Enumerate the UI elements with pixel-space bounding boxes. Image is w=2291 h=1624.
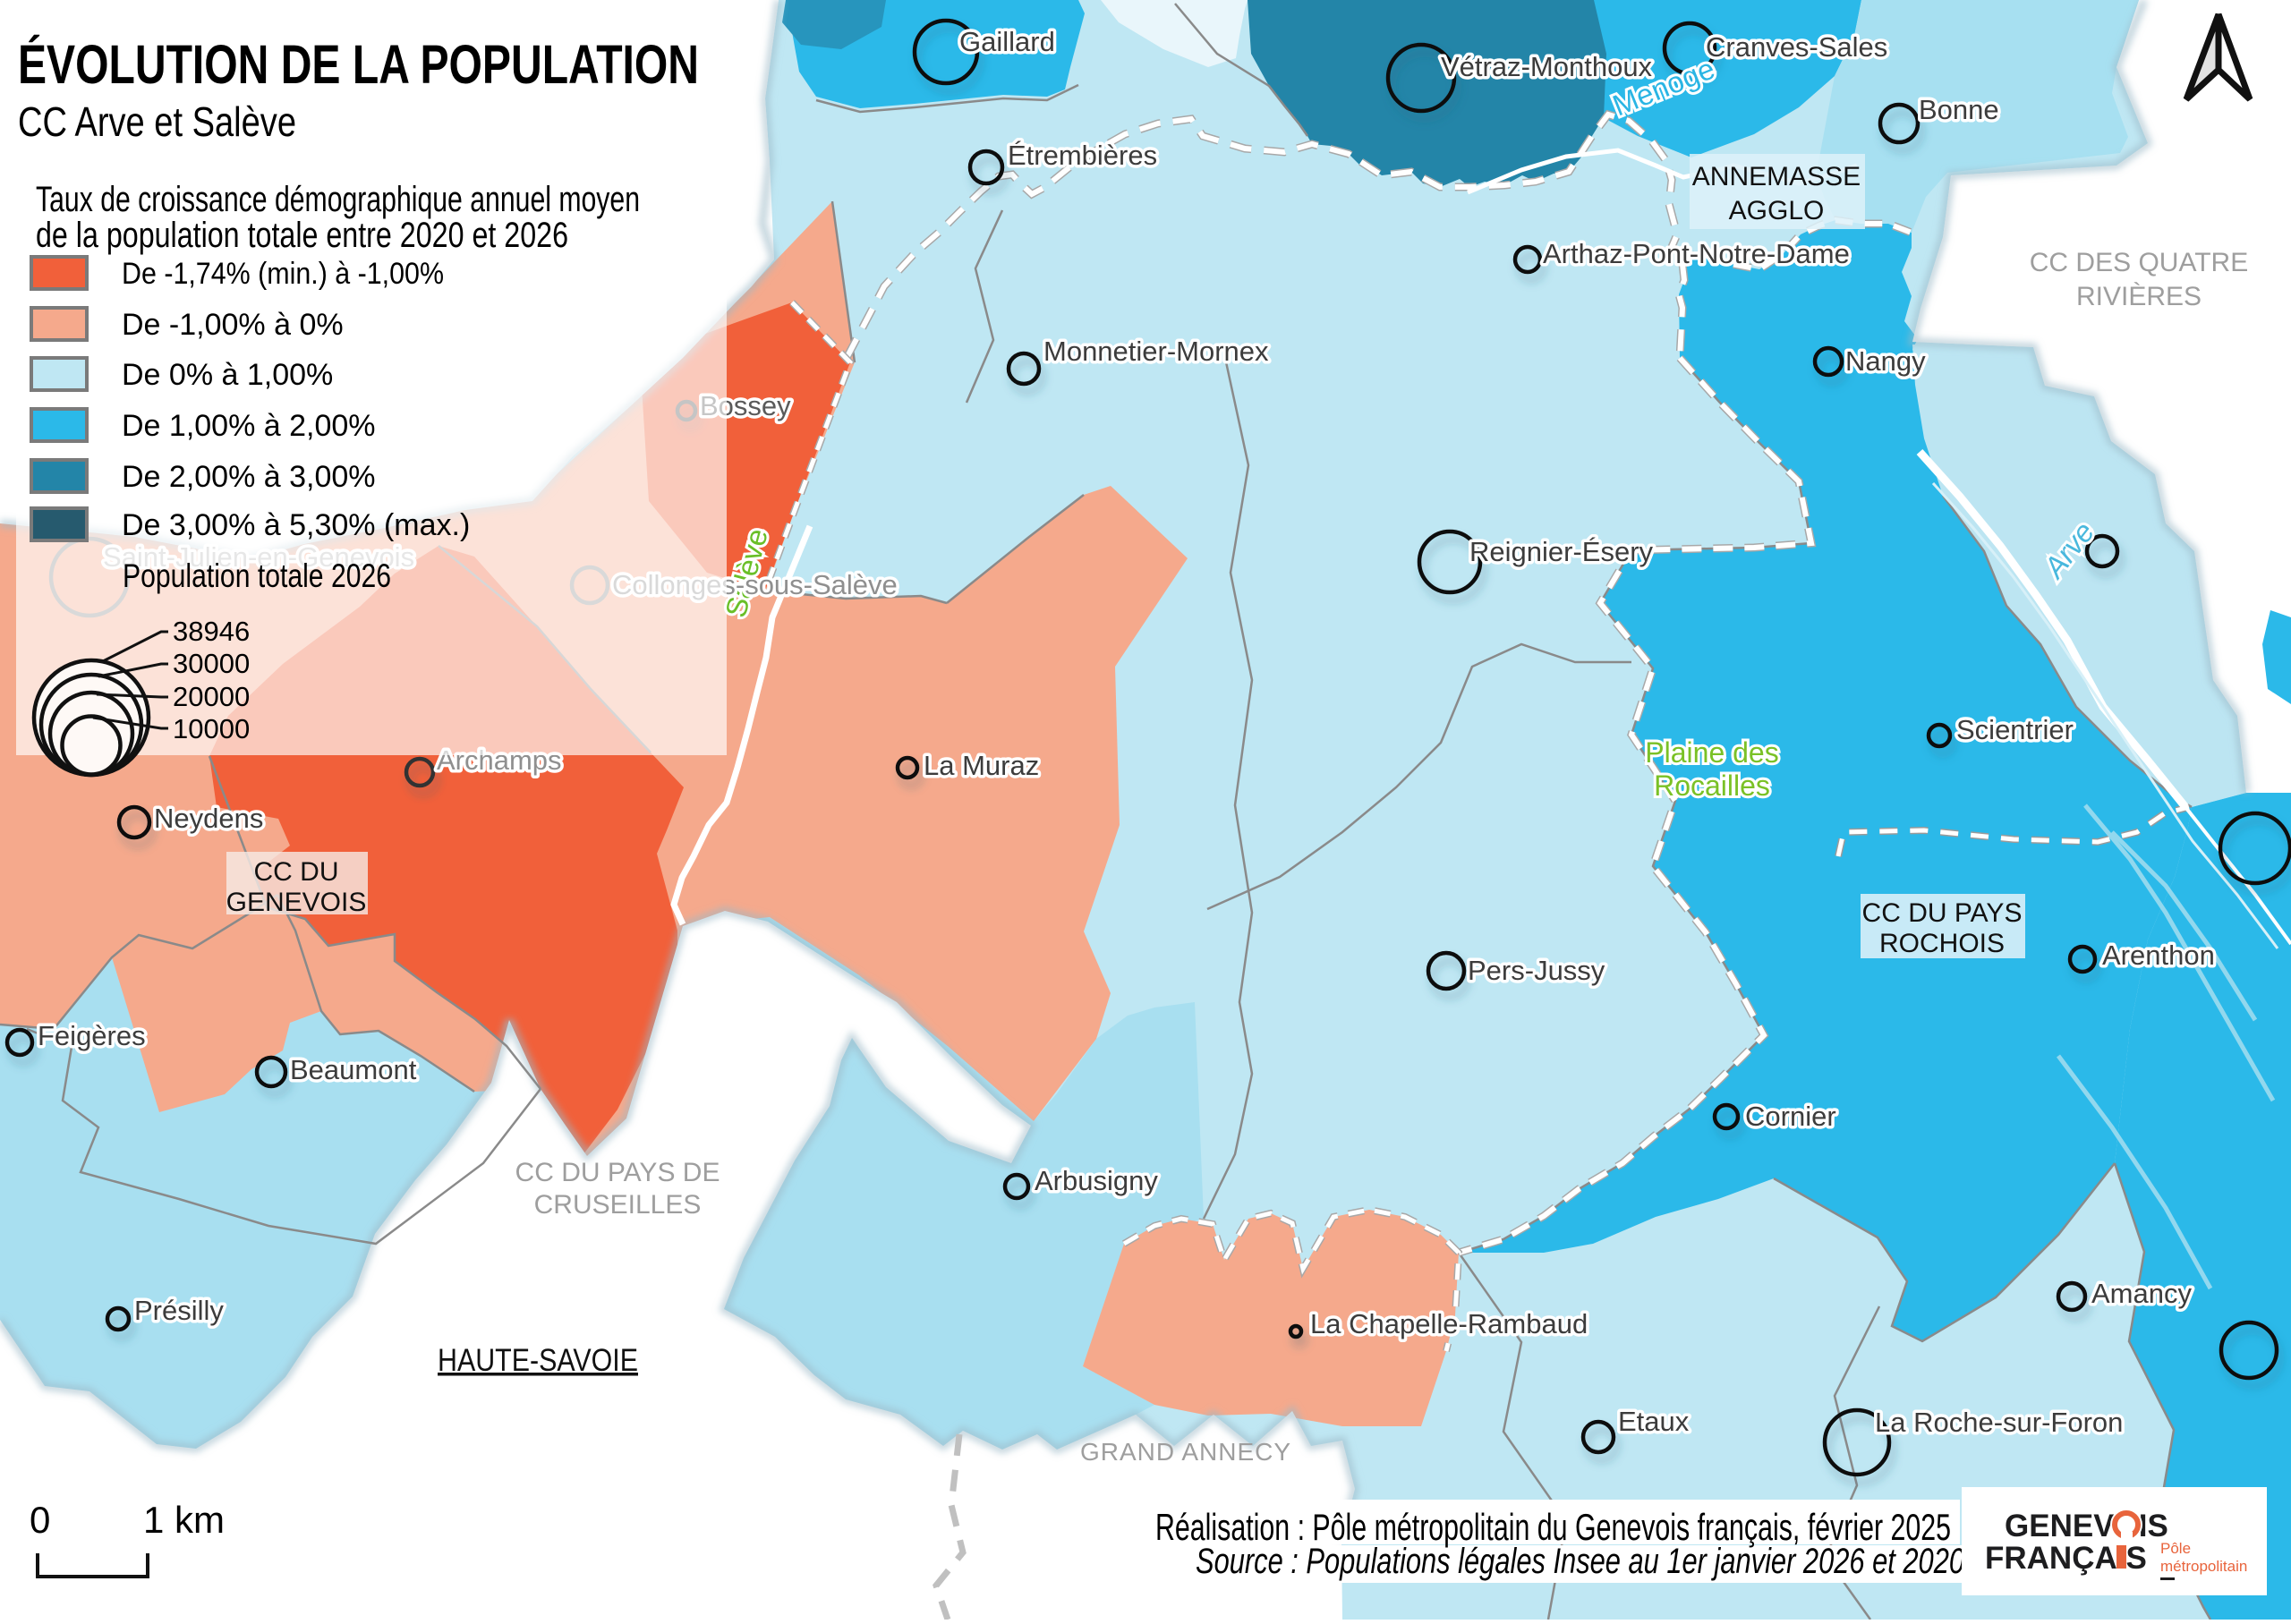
svg-text:ROCHOIS: ROCHOIS: [1879, 929, 2005, 958]
svg-text:De 3,00% à 5,30% (max.): De 3,00% à 5,30% (max.): [122, 508, 470, 542]
svg-text:La Chapelle-Rambaud: La Chapelle-Rambaud: [1310, 1308, 1588, 1339]
svg-text:Cranves-Sales: Cranves-Sales: [1706, 31, 1887, 63]
svg-text:Réalisation : Pôle métropolita: Réalisation : Pôle métropolitain du Gene…: [1155, 1506, 1951, 1548]
svg-text:Etaux: Etaux: [1618, 1406, 1690, 1437]
svg-text:Plaine des: Plaine des: [1645, 736, 1778, 769]
svg-text:CRUSEILLES: CRUSEILLES: [534, 1190, 702, 1220]
svg-text:1 km: 1 km: [143, 1499, 225, 1541]
svg-text:ANNEMASSE: ANNEMASSE: [1692, 162, 1861, 191]
svg-text:métropolitain: métropolitain: [2160, 1558, 2247, 1575]
svg-text:de la population totale entre: de la population totale entre 2020 et 20…: [36, 216, 568, 255]
svg-text:De 2,00% à 3,00%: De 2,00% à 3,00%: [122, 460, 376, 494]
svg-text:Population totale 2026: Population totale 2026: [123, 557, 391, 594]
svg-text:Reignier-Ésery: Reignier-Ésery: [1469, 536, 1654, 567]
svg-text:CC DU: CC DU: [254, 857, 339, 887]
svg-text:La Roche-sur-Foron: La Roche-sur-Foron: [1875, 1407, 2123, 1438]
svg-text:La Muraz: La Muraz: [924, 750, 1039, 781]
svg-text:Pôle: Pôle: [2160, 1540, 2191, 1557]
svg-text:Beaumont: Beaumont: [290, 1054, 417, 1085]
svg-text:Présilly: Présilly: [134, 1295, 224, 1326]
svg-text:CC DU PAYS DE: CC DU PAYS DE: [515, 1158, 720, 1187]
svg-text:Bonne: Bonne: [1919, 94, 1999, 125]
svg-text:Étrembières: Étrembières: [1008, 140, 1157, 171]
svg-text:Rocailles: Rocailles: [1654, 769, 1770, 802]
svg-text:Taux de croissance démographiq: Taux de croissance démographique annuel …: [36, 180, 640, 219]
svg-text:Neydens: Neydens: [154, 803, 263, 834]
svg-text:AGGLO: AGGLO: [1729, 196, 1825, 225]
svg-text:GENEVOIS: GENEVOIS: [2005, 1509, 2168, 1543]
svg-text:Pers-Jussy: Pers-Jussy: [1468, 955, 1605, 986]
svg-text:ÉVOLUTION DE LA POPULATION: ÉVOLUTION DE LA POPULATION: [18, 34, 699, 95]
svg-text:Arenthon: Arenthon: [2102, 940, 2215, 971]
svg-text:30000: 30000: [173, 648, 250, 679]
svg-text:Arthaz-Pont-Notre-Dame: Arthaz-Pont-Notre-Dame: [1543, 238, 1850, 269]
svg-text:Feigères: Feigères: [38, 1020, 146, 1051]
svg-text:De 0% à 1,00%: De 0% à 1,00%: [122, 358, 333, 392]
svg-text:0: 0: [30, 1499, 50, 1541]
svg-text:38946: 38946: [173, 616, 250, 647]
svg-text:Amancy: Amancy: [2091, 1278, 2192, 1309]
svg-text:Monnetier-Mornex: Monnetier-Mornex: [1043, 336, 1269, 367]
svg-text:De -1,00% à 0%: De -1,00% à 0%: [122, 308, 344, 342]
svg-text:GRAND ANNECY: GRAND ANNECY: [1080, 1438, 1291, 1466]
svg-text:CC Arve et Salève: CC Arve et Salève: [18, 98, 296, 145]
svg-text:De 1,00% à 2,00%: De 1,00% à 2,00%: [122, 409, 376, 443]
svg-text:20000: 20000: [173, 681, 250, 712]
svg-text:Gaillard: Gaillard: [959, 26, 1055, 57]
svg-text:Scientrier: Scientrier: [1956, 714, 2074, 745]
svg-text:GENEVOIS: GENEVOIS: [226, 888, 367, 917]
svg-text:Arbusigny: Arbusigny: [1035, 1165, 1158, 1196]
svg-text:RIVIÈRES: RIVIÈRES: [2076, 282, 2202, 311]
svg-text:10000: 10000: [173, 713, 250, 744]
svg-text:CC DU PAYS: CC DU PAYS: [1862, 898, 2023, 928]
svg-text:CC DES QUATRE: CC DES QUATRE: [2030, 248, 2248, 277]
svg-text:Source : Populations légales I: Source : Populations légales Insee au 1e…: [1196, 1542, 1964, 1581]
svg-text:Cornier: Cornier: [1745, 1101, 1836, 1132]
svg-text:De -1,74% (min.) à -1,00%: De -1,74% (min.) à -1,00%: [122, 257, 444, 291]
svg-text:Vétraz-Monthoux: Vétraz-Monthoux: [1441, 51, 1653, 82]
svg-text:Nangy: Nangy: [1845, 345, 1926, 377]
svg-text:HAUTE-SAVOIE: HAUTE-SAVOIE: [438, 1343, 638, 1378]
